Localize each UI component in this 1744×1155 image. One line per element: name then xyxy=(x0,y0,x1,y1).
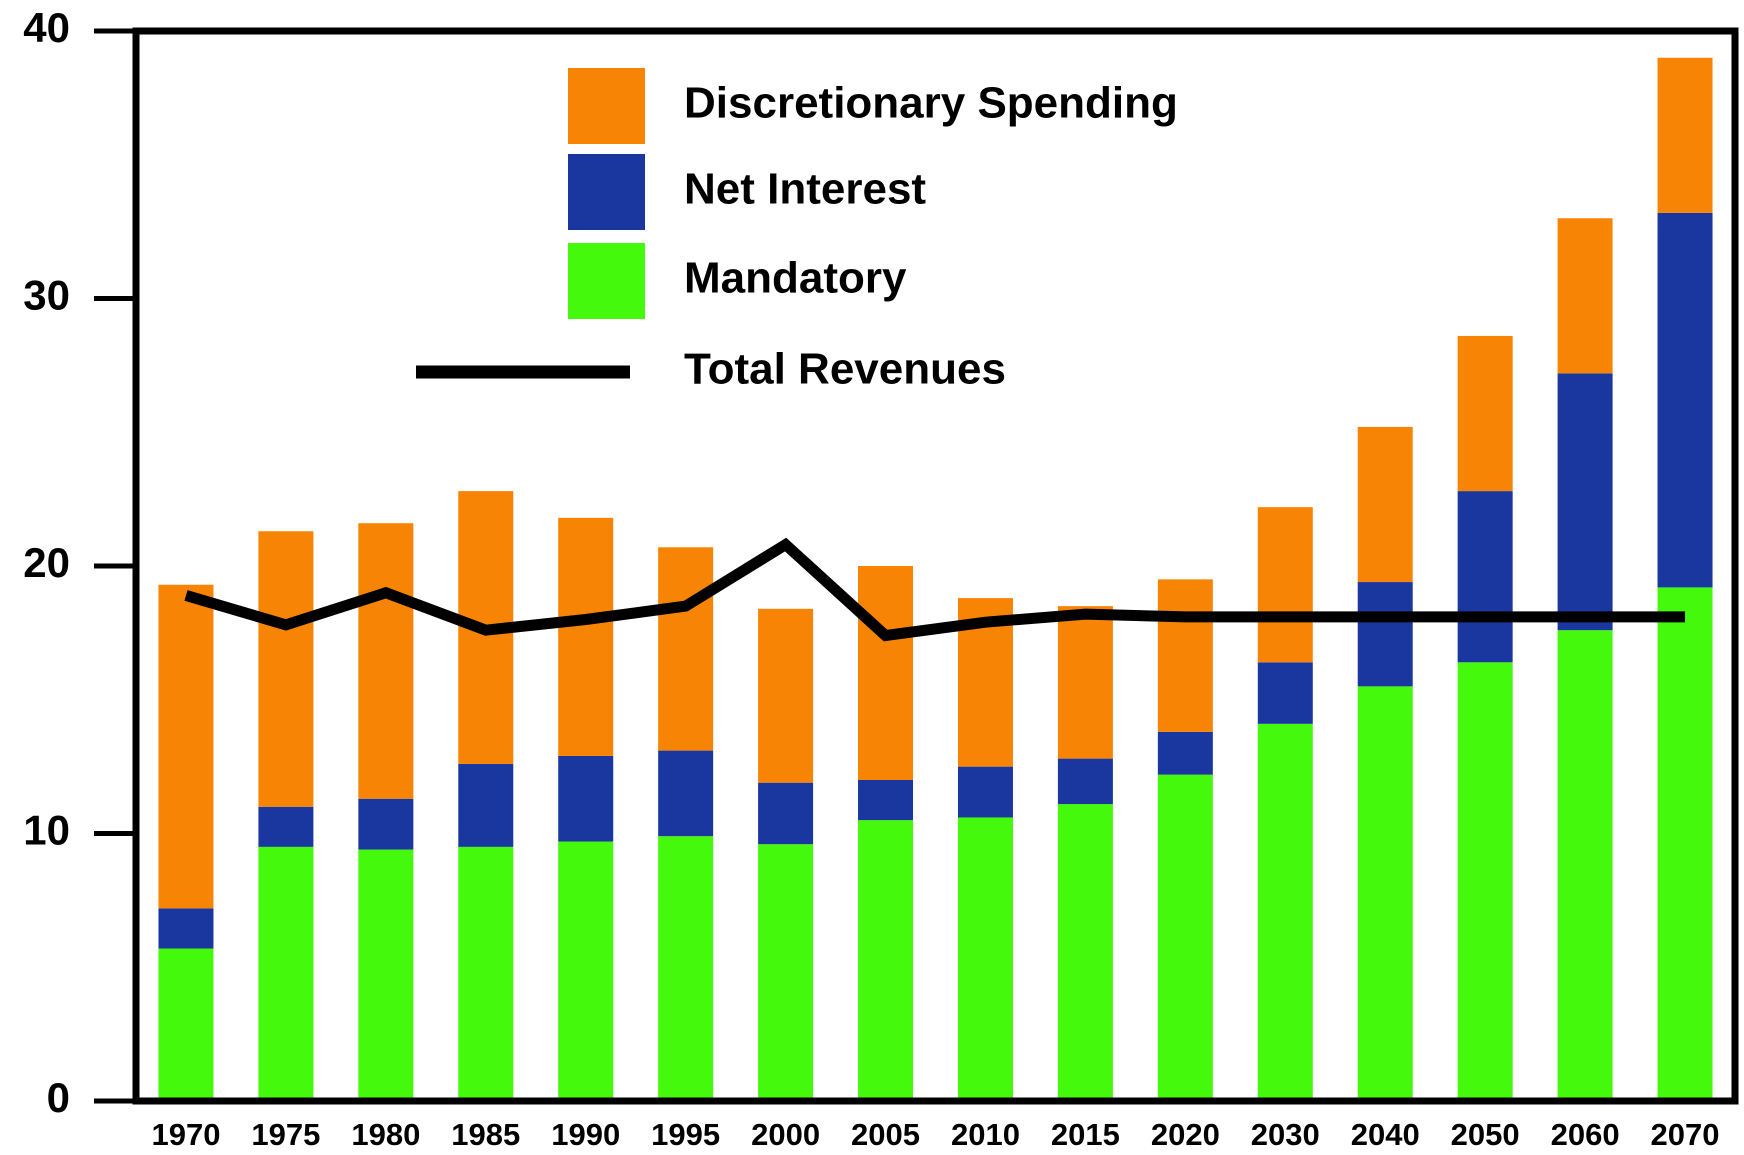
bar-segment xyxy=(858,780,914,821)
x-tick-label: 2030 xyxy=(1251,1117,1320,1152)
x-tick-label: 2060 xyxy=(1551,1117,1620,1152)
bar-segment xyxy=(1557,373,1613,631)
bar-segment xyxy=(1357,582,1413,687)
bar-segment xyxy=(1157,731,1213,775)
bar-segment xyxy=(1057,606,1113,759)
line xyxy=(184,537,1686,642)
legend-swatch xyxy=(568,68,645,144)
bar-segment xyxy=(957,817,1013,1101)
bar-segment xyxy=(758,844,814,1101)
bar-segment xyxy=(1657,587,1713,1101)
x-tick-label: 2020 xyxy=(1151,1117,1220,1152)
bar-segment xyxy=(858,566,914,780)
bar-segment xyxy=(158,948,214,1101)
bar-segment xyxy=(1057,804,1113,1101)
bar-segment xyxy=(258,846,314,1101)
bar-segment xyxy=(1457,491,1513,663)
x-tick-label: 1990 xyxy=(551,1117,620,1152)
legend-label: Total Revenues xyxy=(684,345,1006,394)
bar-segment xyxy=(558,841,614,1101)
bar-segment xyxy=(1457,335,1513,492)
y-tick-label: 40 xyxy=(23,4,70,51)
bar-segment xyxy=(858,820,914,1101)
bar-segment xyxy=(658,836,714,1101)
bar-segment xyxy=(758,608,814,783)
x-tick-label: 2000 xyxy=(751,1117,820,1152)
bar-segment xyxy=(1657,57,1713,213)
legend-swatch xyxy=(568,154,645,230)
legend-swatch xyxy=(568,243,645,319)
bar-segment xyxy=(158,908,214,949)
bar-segment xyxy=(1257,723,1313,1101)
x-tick-label: 2070 xyxy=(1651,1117,1720,1152)
x-tick-label: 1970 xyxy=(151,1117,220,1152)
bar-segment xyxy=(1157,774,1213,1101)
bar-segment xyxy=(1657,212,1713,588)
bar-segment xyxy=(1557,218,1613,374)
y-tick-label: 10 xyxy=(23,807,70,854)
bar-segment xyxy=(1257,507,1313,663)
x-tick-label: 1975 xyxy=(251,1117,320,1152)
bar-segment xyxy=(258,531,314,807)
bar-segment xyxy=(458,763,514,847)
legend-label: Net Interest xyxy=(684,165,926,214)
bar-segment xyxy=(458,846,514,1101)
bar-segment xyxy=(358,798,414,850)
y-tick-label: 20 xyxy=(23,539,70,586)
x-tick-label: 2050 xyxy=(1451,1117,1520,1152)
bar-segment xyxy=(1157,579,1213,732)
x-tick-label: 2010 xyxy=(951,1117,1020,1152)
bar-segment xyxy=(1357,686,1413,1101)
bar-segment xyxy=(658,547,714,751)
x-tick-label: 1985 xyxy=(451,1117,520,1152)
bar-segment xyxy=(658,750,714,837)
bar-segment xyxy=(1457,662,1513,1101)
bar-segment xyxy=(158,584,214,909)
x-tick-label: 2015 xyxy=(1051,1117,1120,1152)
bar-segment xyxy=(957,766,1013,818)
y-tick-label: 0 xyxy=(47,1074,70,1121)
bar-segment xyxy=(1257,662,1313,724)
bar-segment xyxy=(1057,758,1113,805)
bar-segment xyxy=(358,523,414,799)
bar-segment xyxy=(358,849,414,1101)
bar-segment xyxy=(1357,426,1413,583)
bar-segment xyxy=(558,755,614,842)
bar-segment xyxy=(1557,630,1613,1101)
x-tick-label: 1995 xyxy=(651,1117,720,1152)
x-tick-label: 1980 xyxy=(351,1117,420,1152)
legend-label: Mandatory xyxy=(684,254,907,303)
bar-segment xyxy=(558,517,614,756)
x-tick-label: 2005 xyxy=(851,1117,920,1152)
bar-segment xyxy=(758,782,814,845)
y-tick-label: 30 xyxy=(23,272,70,319)
legend-label: Discretionary Spending xyxy=(684,79,1178,128)
bar-segment xyxy=(258,806,314,847)
plot-frame xyxy=(132,27,1739,1105)
x-tick-label: 2040 xyxy=(1351,1117,1420,1152)
